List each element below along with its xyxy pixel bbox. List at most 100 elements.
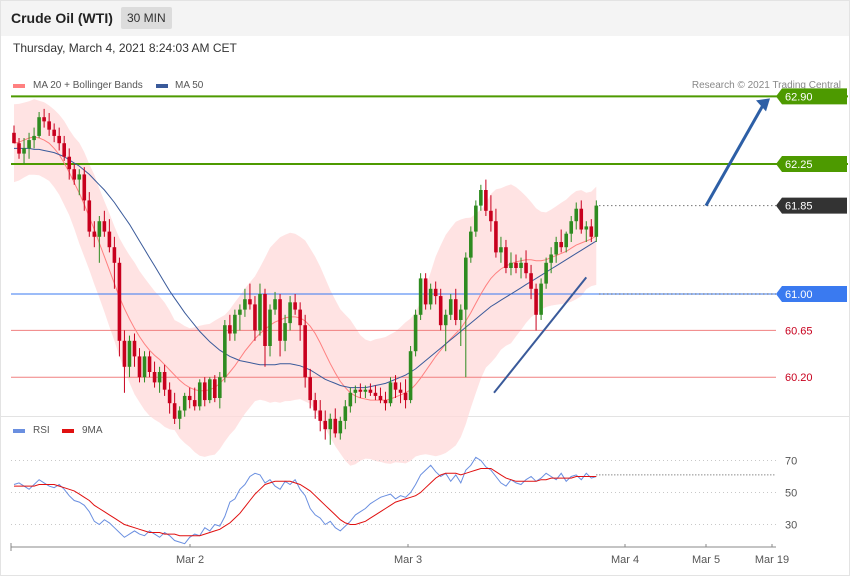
candle-body xyxy=(137,356,142,378)
level-tag-bg xyxy=(776,286,847,302)
candle-body xyxy=(438,296,443,326)
candle-body xyxy=(333,418,338,434)
candle-body xyxy=(102,221,107,232)
candle-body xyxy=(398,389,403,393)
level-tag-bg xyxy=(776,156,847,172)
candle-body xyxy=(82,174,87,201)
rsi-legend-swatch xyxy=(13,429,25,433)
time-axis-label: Mar 19 xyxy=(755,554,789,566)
level-tag-label: 62.25 xyxy=(785,159,813,171)
candle-body xyxy=(564,233,568,248)
candle-body xyxy=(529,273,533,289)
candle-body xyxy=(218,377,222,398)
candle-body xyxy=(67,156,72,170)
candle-body xyxy=(489,210,493,222)
candle-body xyxy=(464,257,468,310)
candle-body xyxy=(107,231,112,248)
candle-body xyxy=(47,121,51,130)
candle-body xyxy=(484,190,488,211)
candle-body xyxy=(112,247,117,263)
candle-body xyxy=(469,231,473,258)
candle-body xyxy=(202,382,207,401)
candle-body xyxy=(338,420,343,434)
candle-body xyxy=(363,389,368,392)
candle-body xyxy=(268,309,272,346)
rsi-legend-label: RSI xyxy=(33,425,50,436)
level-tag-bg xyxy=(776,197,847,214)
rsi-ma-line xyxy=(14,468,597,537)
ma20-legend-label: MA 20 + Bollinger Bands xyxy=(33,80,143,91)
candle-body xyxy=(514,262,518,268)
rsi-tick-label: 30 xyxy=(785,520,797,532)
candle-body xyxy=(167,389,172,404)
research-credit: Research © 2021 Trading Central xyxy=(691,80,841,91)
candle-body xyxy=(258,294,262,331)
candle-body xyxy=(283,323,287,341)
candle-body xyxy=(27,140,31,149)
candle-body xyxy=(132,340,137,357)
candle-body xyxy=(142,356,147,378)
candle-body xyxy=(569,221,574,234)
candle-body xyxy=(534,288,538,315)
candle-body xyxy=(378,395,383,401)
candle-body xyxy=(413,314,418,352)
candle-body xyxy=(22,148,26,154)
candle-body xyxy=(233,314,237,334)
candle-body xyxy=(554,242,558,255)
candle-body xyxy=(494,221,498,253)
candle-body xyxy=(12,132,16,144)
candle-body xyxy=(197,382,202,407)
timeframe-badge[interactable]: 30 MIN xyxy=(121,7,172,29)
candle-body xyxy=(263,294,267,346)
candle-body xyxy=(584,226,589,230)
ma50-legend-swatch xyxy=(156,84,168,88)
candle-body xyxy=(152,372,157,383)
candle-body xyxy=(428,288,433,305)
candle-body xyxy=(97,221,102,237)
time-axis-label: Mar 3 xyxy=(394,554,422,566)
candle-body xyxy=(248,299,252,305)
candle-body xyxy=(358,389,363,392)
candle-body xyxy=(17,143,21,154)
candle-body xyxy=(228,325,232,334)
level-tag-bg xyxy=(776,88,847,105)
candle-body xyxy=(594,205,599,237)
candle-body xyxy=(433,288,438,297)
candle-body xyxy=(323,420,328,430)
candle-body xyxy=(348,392,353,407)
candle-body xyxy=(524,262,528,274)
ma9-legend-label: 9MA xyxy=(82,425,103,436)
candle-body xyxy=(504,247,508,268)
candle-body xyxy=(293,302,297,310)
candle-body xyxy=(52,129,56,136)
candle-body xyxy=(207,379,212,401)
candle-body xyxy=(57,135,61,144)
level-tag-label: 61.00 xyxy=(785,289,813,301)
candle-body xyxy=(328,418,333,430)
candle-body xyxy=(559,242,563,248)
candle-body xyxy=(368,389,373,393)
candle-body xyxy=(157,372,162,383)
candle-body xyxy=(499,247,503,253)
candle-body xyxy=(408,351,413,401)
candle-body xyxy=(182,395,187,411)
candle-body xyxy=(383,400,388,404)
instrument-title: Crude Oil (WTI) xyxy=(11,10,113,26)
candle-body xyxy=(303,325,307,378)
candle-body xyxy=(393,382,398,390)
candle-body xyxy=(177,410,182,419)
candle-body xyxy=(72,169,77,180)
candle-body xyxy=(423,278,428,305)
candle-body xyxy=(539,283,543,315)
candle-body xyxy=(474,205,478,232)
ma9-legend-swatch xyxy=(62,429,74,433)
candle-body xyxy=(37,117,41,136)
candle-body xyxy=(544,262,548,284)
candle-body xyxy=(418,278,423,315)
candle-body xyxy=(172,403,177,419)
candle-body xyxy=(127,340,132,367)
candle-body xyxy=(579,208,584,230)
candle-body xyxy=(403,392,408,401)
candle-body xyxy=(448,299,453,315)
